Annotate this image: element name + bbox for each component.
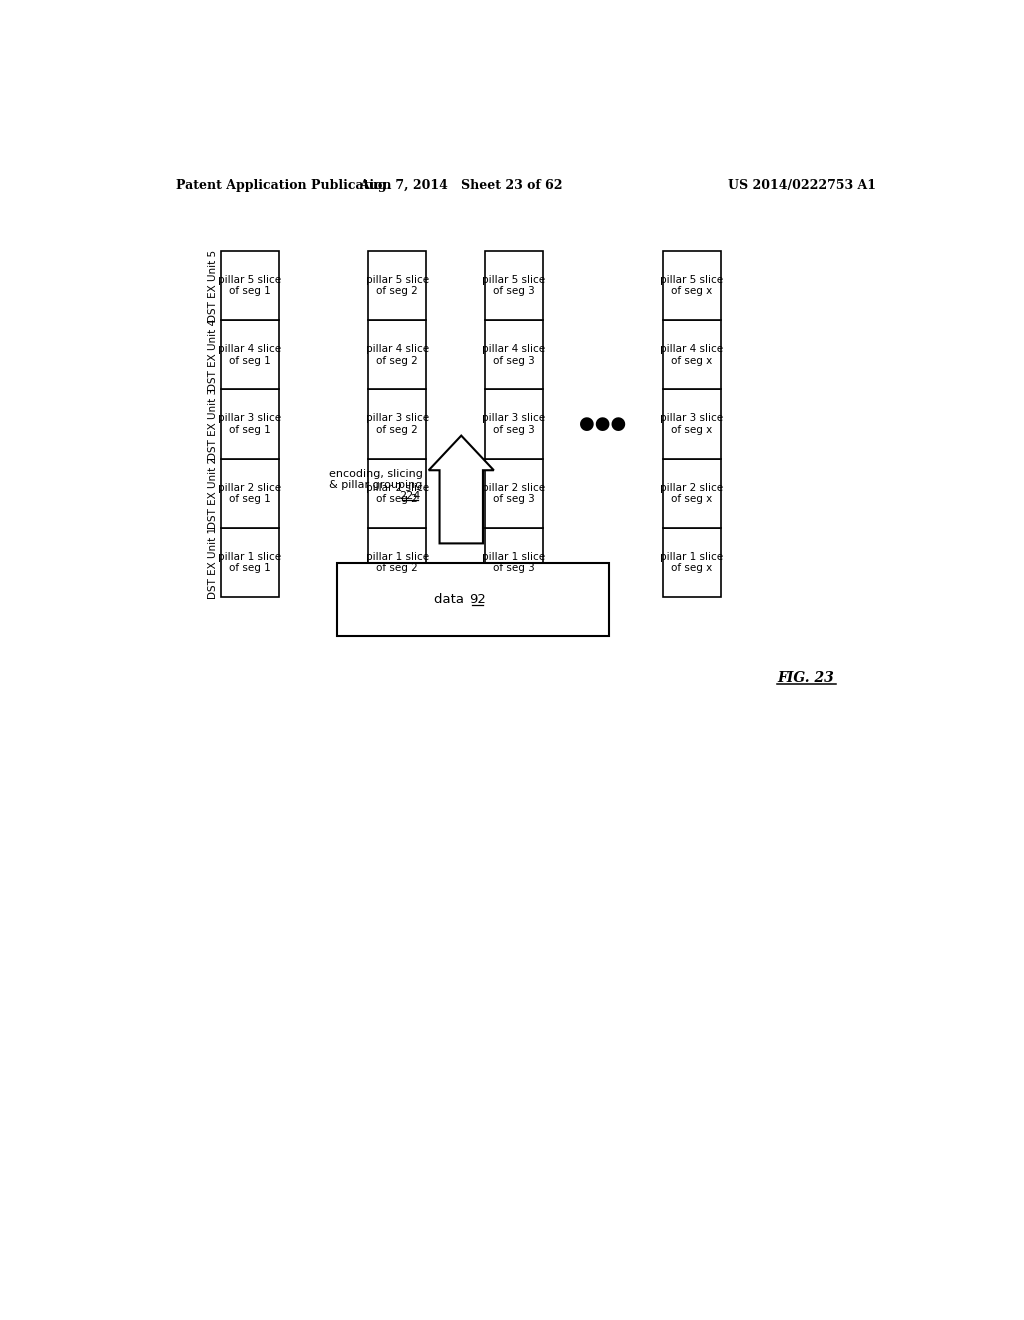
Text: DST EX Unit 2: DST EX Unit 2: [208, 457, 218, 529]
Text: Aug. 7, 2014   Sheet 23 of 62: Aug. 7, 2014 Sheet 23 of 62: [359, 178, 563, 191]
Text: pillar 4 slice
of seg 2: pillar 4 slice of seg 2: [366, 345, 429, 366]
Text: 92: 92: [469, 593, 486, 606]
Text: Patent Application Publication: Patent Application Publication: [176, 178, 391, 191]
Bar: [369, 528, 426, 598]
Text: pillar 3 slice
of seg x: pillar 3 slice of seg x: [660, 413, 723, 434]
Bar: [663, 389, 721, 459]
Bar: [221, 389, 280, 459]
Bar: [369, 321, 426, 389]
Text: pillar 4 slice
of seg x: pillar 4 slice of seg x: [660, 345, 723, 366]
Text: pillar 1 slice
of seg 1: pillar 1 slice of seg 1: [218, 552, 282, 573]
Bar: [663, 528, 721, 598]
Bar: [221, 528, 280, 598]
Bar: [337, 562, 608, 636]
Bar: [484, 459, 543, 528]
Text: pillar 3 slice
of seg 3: pillar 3 slice of seg 3: [482, 413, 545, 434]
Text: pillar 2 slice
of seg x: pillar 2 slice of seg x: [660, 483, 723, 504]
Text: 224: 224: [399, 491, 421, 500]
Text: pillar 1 slice
of seg x: pillar 1 slice of seg x: [660, 552, 723, 573]
Bar: [369, 251, 426, 321]
Bar: [484, 251, 543, 321]
Text: pillar 4 slice
of seg 3: pillar 4 slice of seg 3: [482, 345, 545, 366]
Text: pillar 5 slice
of seg 3: pillar 5 slice of seg 3: [482, 275, 545, 296]
Text: pillar 1 slice
of seg 2: pillar 1 slice of seg 2: [366, 552, 429, 573]
Text: pillar 2 slice
of seg 1: pillar 2 slice of seg 1: [218, 483, 282, 504]
Bar: [369, 459, 426, 528]
Text: pillar 5 slice
of seg x: pillar 5 slice of seg x: [660, 275, 723, 296]
Text: data: data: [434, 593, 468, 606]
Text: DST EX Unit 5: DST EX Unit 5: [208, 249, 218, 322]
Text: FIG. 23: FIG. 23: [778, 671, 835, 685]
Text: DST EX Unit 1: DST EX Unit 1: [208, 527, 218, 599]
Text: pillar 5 slice
of seg 1: pillar 5 slice of seg 1: [218, 275, 282, 296]
Bar: [663, 459, 721, 528]
Bar: [221, 459, 280, 528]
Text: pillar 3 slice
of seg 2: pillar 3 slice of seg 2: [366, 413, 429, 434]
Polygon shape: [429, 436, 494, 544]
Bar: [663, 321, 721, 389]
Bar: [484, 321, 543, 389]
Text: pillar 1 slice
of seg 3: pillar 1 slice of seg 3: [482, 552, 545, 573]
Bar: [369, 389, 426, 459]
Text: ●●●: ●●●: [579, 414, 627, 433]
Text: pillar 2 slice
of seg 2: pillar 2 slice of seg 2: [366, 483, 429, 504]
Text: DST EX Unit 3: DST EX Unit 3: [208, 388, 218, 461]
Text: DST EX Unit 4: DST EX Unit 4: [208, 318, 218, 391]
Bar: [221, 251, 280, 321]
Bar: [484, 389, 543, 459]
Bar: [221, 321, 280, 389]
Text: pillar 5 slice
of seg 2: pillar 5 slice of seg 2: [366, 275, 429, 296]
Bar: [484, 528, 543, 598]
Text: encoding, slicing
& pillar grouping: encoding, slicing & pillar grouping: [329, 469, 423, 490]
Text: US 2014/0222753 A1: US 2014/0222753 A1: [728, 178, 877, 191]
Text: pillar 3 slice
of seg 1: pillar 3 slice of seg 1: [218, 413, 282, 434]
Bar: [663, 251, 721, 321]
Text: pillar 4 slice
of seg 1: pillar 4 slice of seg 1: [218, 345, 282, 366]
Text: pillar 2 slice
of seg 3: pillar 2 slice of seg 3: [482, 483, 545, 504]
